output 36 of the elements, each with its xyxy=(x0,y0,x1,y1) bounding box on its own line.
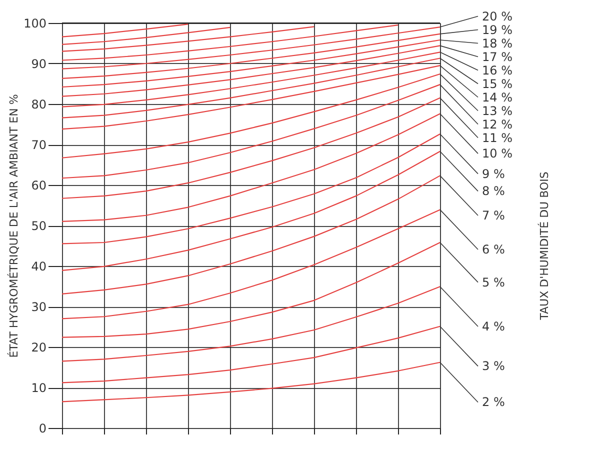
text: 2 % xyxy=(482,395,505,410)
y-tick-label: 70 xyxy=(31,138,46,152)
text: 18 % xyxy=(482,36,512,50)
text: 6 % xyxy=(482,242,505,257)
y-tick-label: 0 xyxy=(38,422,46,436)
y-tick-label: 80 xyxy=(31,98,46,112)
text: 8 % xyxy=(482,184,505,198)
y-tick-label: 90 xyxy=(31,57,46,71)
text: 13 % xyxy=(482,104,512,118)
line-series xyxy=(61,24,399,61)
legend-title: TAUX D'HUMIDITÉ DU BOIS xyxy=(537,172,551,321)
y-tick-label: 30 xyxy=(31,300,46,314)
y-tick-label: 60 xyxy=(31,178,46,192)
line-series xyxy=(61,26,315,52)
text: 20 % xyxy=(482,9,512,24)
text: 12 % xyxy=(482,117,512,132)
y-axis-title: ÉTAT HYGROMÉTRIQUE DE L'AIR AMBIANT EN % xyxy=(6,94,21,358)
text: 10 % xyxy=(482,146,512,161)
text: 11 % xyxy=(482,130,512,145)
text: 15 % xyxy=(482,76,512,91)
text: 16 % xyxy=(482,63,512,78)
line-series xyxy=(61,26,231,46)
y-tick-label: 10 xyxy=(31,381,46,395)
y-tick-label: 40 xyxy=(31,260,46,274)
text: 9 % xyxy=(482,166,505,181)
text: 17 % xyxy=(482,50,512,64)
text: 4 % xyxy=(482,319,505,334)
y-tick-label: 100 xyxy=(24,16,46,30)
text: 14 % xyxy=(482,90,512,104)
text: 7 % xyxy=(482,208,505,223)
text: 5 % xyxy=(482,275,505,290)
y-tick-label: 50 xyxy=(31,219,46,233)
y-tick-label: 20 xyxy=(31,340,46,354)
text: 3 % xyxy=(482,359,505,374)
text: 19 % xyxy=(482,22,512,37)
line-series xyxy=(61,24,189,38)
